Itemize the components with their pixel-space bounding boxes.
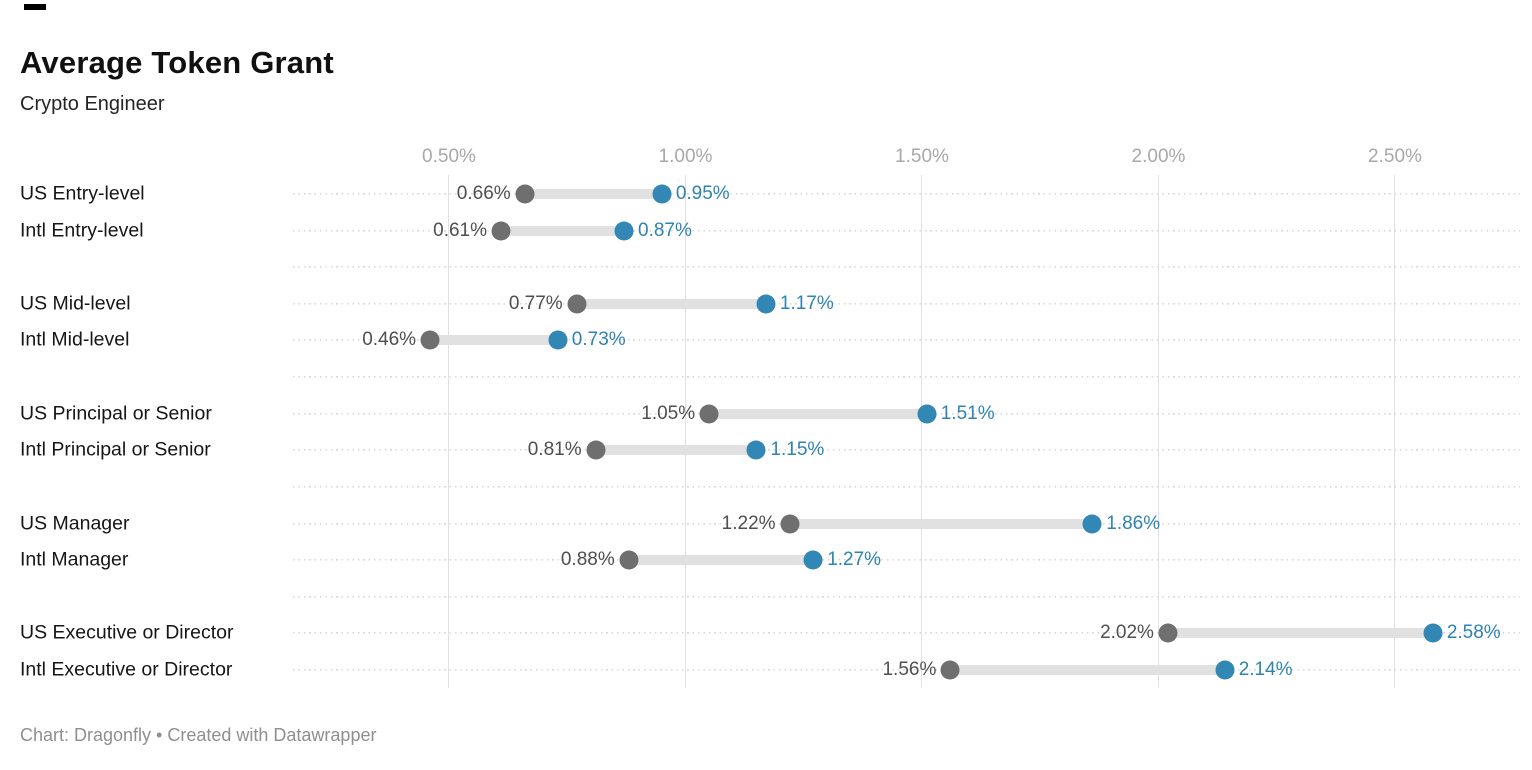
row-label: US Manager — [20, 512, 130, 535]
row-label: US Principal or Senior — [20, 402, 212, 425]
range-connector — [950, 665, 1225, 675]
high-value-dot[interactable] — [1423, 623, 1443, 643]
high-value-label: 1.86% — [1106, 512, 1161, 534]
row-gridline — [293, 266, 1520, 269]
low-value-dot[interactable] — [699, 404, 719, 424]
low-value-dot[interactable] — [586, 440, 606, 460]
row-gridline — [293, 302, 1520, 305]
high-value-label: 1.15% — [770, 439, 825, 461]
low-value-dot[interactable] — [619, 550, 639, 570]
low-value-label: 0.46% — [362, 329, 417, 351]
chart-title: Average Token Grant — [20, 44, 334, 80]
low-value-label: 0.61% — [433, 219, 488, 241]
row-gridline — [293, 229, 1520, 232]
row-gridline — [293, 376, 1520, 379]
range-connector — [576, 298, 766, 309]
row-gridline — [293, 449, 1520, 452]
x-tick-label: 0.50% — [422, 146, 476, 167]
high-value-label: 1.17% — [779, 292, 834, 314]
high-value-dot[interactable] — [614, 221, 634, 241]
row-gridline — [293, 595, 1520, 598]
row-label: US Executive or Director — [20, 621, 234, 644]
row-label: Intl Mid-level — [20, 328, 130, 351]
row-gridline — [293, 669, 1520, 671]
x-tick-label: 1.00% — [658, 146, 713, 167]
row-gridline — [293, 632, 1520, 635]
low-value-label: 1.22% — [721, 512, 776, 534]
chart-attribution: Chart: Dragonfly • Created with Datawrap… — [20, 725, 377, 745]
high-value-dot[interactable] — [1082, 514, 1102, 534]
low-value-label: 2.02% — [1100, 622, 1154, 644]
x-gridline — [448, 175, 450, 688]
chart-subtitle: Crypto Engineer — [20, 93, 165, 115]
row-gridline — [293, 193, 1520, 195]
low-value-label: 1.56% — [882, 659, 937, 680]
high-value-label: 0.95% — [675, 183, 730, 204]
high-value-label: 2.58% — [1446, 622, 1501, 644]
high-value-dot[interactable] — [1215, 660, 1235, 680]
x-tick-label: 1.50% — [895, 146, 949, 167]
range-connector — [501, 225, 624, 236]
range-connector — [709, 408, 927, 419]
x-gridline — [1157, 175, 1159, 688]
high-value-label: 0.73% — [571, 329, 626, 351]
low-value-label: 0.81% — [527, 439, 582, 461]
low-value-label: 1.05% — [641, 402, 696, 424]
row-label: Intl Principal or Senior — [20, 438, 211, 461]
high-value-label: 1.51% — [940, 402, 995, 424]
row-label: Intl Executive or Director — [20, 658, 233, 681]
range-connector — [595, 445, 757, 456]
x-gridline — [921, 175, 923, 688]
high-value-dot[interactable] — [652, 184, 672, 204]
range-connector — [430, 335, 558, 346]
row-gridline — [293, 559, 1520, 562]
x-tick-label: 2.50% — [1368, 146, 1422, 167]
row-gridline — [293, 485, 1520, 488]
range-connector — [628, 555, 814, 566]
low-value-label: 0.66% — [456, 183, 511, 204]
high-value-dot[interactable] — [803, 550, 823, 570]
low-value-dot[interactable] — [491, 221, 511, 241]
low-value-dot[interactable] — [940, 660, 960, 680]
range-connector — [524, 189, 662, 199]
x-tick-label: 2.00% — [1131, 146, 1186, 167]
low-value-label: 0.77% — [508, 292, 563, 314]
row-gridline — [293, 339, 1520, 342]
range-connector — [1167, 628, 1433, 639]
low-value-label: 0.88% — [560, 549, 615, 571]
high-value-dot[interactable] — [746, 440, 766, 460]
row-label: US Mid-level — [20, 292, 131, 315]
high-value-label: 0.87% — [638, 219, 692, 241]
high-value-label: 2.14% — [1238, 659, 1293, 680]
high-value-dot[interactable] — [917, 404, 937, 424]
low-value-dot[interactable] — [780, 514, 800, 534]
low-value-dot[interactable] — [515, 184, 535, 204]
row-label: Intl Entry-level — [20, 219, 144, 242]
low-value-dot[interactable] — [567, 294, 587, 314]
theme-corner-mark — [24, 4, 46, 10]
low-value-dot[interactable] — [420, 330, 440, 350]
x-gridline — [1394, 175, 1396, 688]
range-connector — [789, 518, 1093, 529]
high-value-dot[interactable] — [756, 294, 776, 314]
high-value-label: 1.27% — [827, 549, 882, 571]
low-value-dot[interactable] — [1158, 623, 1178, 643]
x-gridline — [684, 175, 686, 688]
high-value-dot[interactable] — [548, 330, 568, 350]
row-label: Intl Manager — [20, 548, 129, 571]
row-label: US Entry-level — [20, 182, 145, 205]
